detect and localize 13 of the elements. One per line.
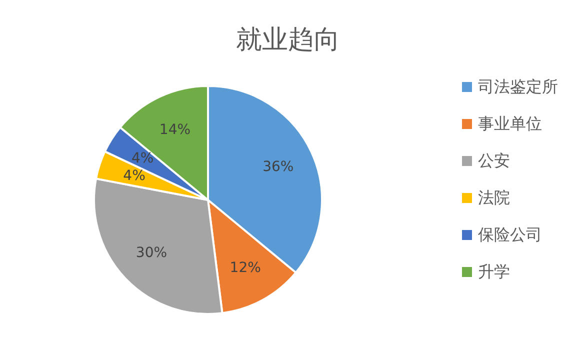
data-label: 30% bbox=[136, 245, 168, 262]
data-label: 36% bbox=[262, 158, 294, 175]
data-label: 14% bbox=[159, 122, 191, 138]
chart-title: 就业趋向 bbox=[235, 24, 341, 57]
legend-label: 司法鉴定所 bbox=[478, 76, 558, 98]
data-label: 4% bbox=[123, 168, 146, 184]
legend-label: 保险公司 bbox=[478, 224, 542, 246]
data-label: 12% bbox=[230, 260, 261, 276]
legend-label: 公安 bbox=[478, 150, 510, 172]
data-label: 4% bbox=[131, 150, 154, 166]
legend-label: 法院 bbox=[478, 187, 510, 209]
legend-label: 事业单位 bbox=[478, 113, 542, 135]
legend-label: 升学 bbox=[478, 261, 510, 283]
